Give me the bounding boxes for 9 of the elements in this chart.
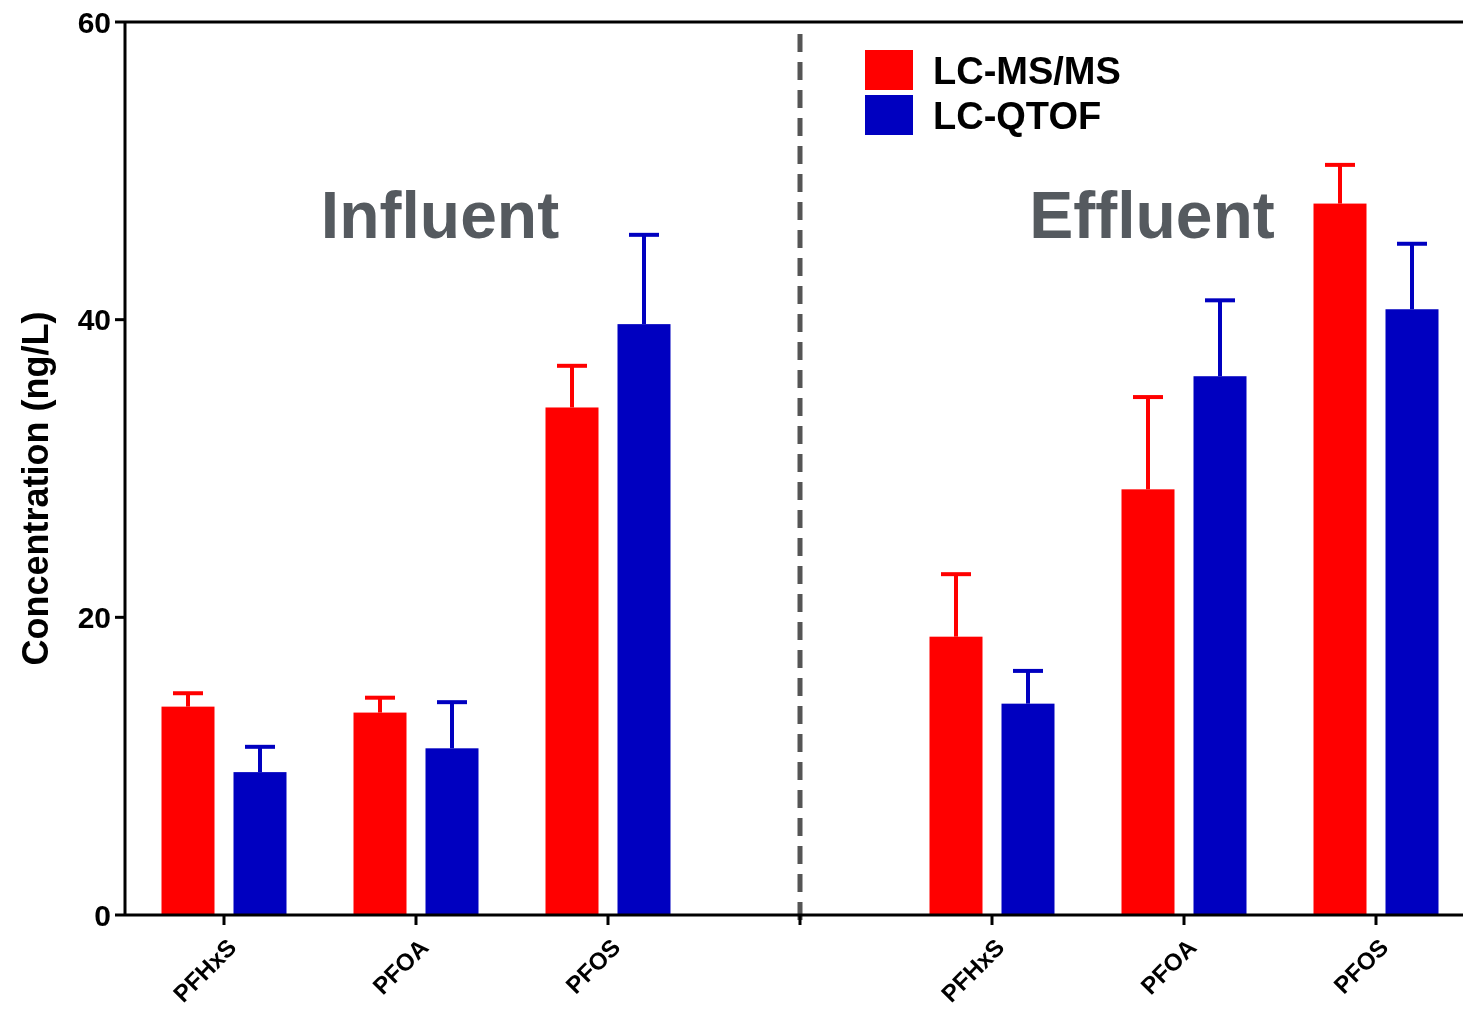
y-tick-label: 20 bbox=[77, 600, 111, 634]
y-tick-label: 60 bbox=[77, 5, 111, 39]
annotation: Effluent bbox=[1029, 178, 1275, 252]
y-tick-label: 40 bbox=[77, 303, 111, 337]
annotation: Influent bbox=[320, 178, 560, 252]
y-axis-title: Concentration (ng/L) bbox=[15, 311, 56, 666]
legend-label: LC-QTOF bbox=[933, 95, 1102, 138]
legend-label: LC-MS/MS bbox=[933, 50, 1121, 93]
y-tick-label: 0 bbox=[94, 898, 111, 932]
